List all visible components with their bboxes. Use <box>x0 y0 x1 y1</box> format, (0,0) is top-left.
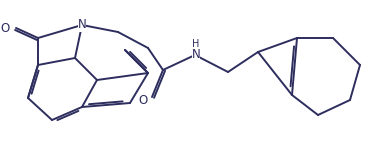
Text: O: O <box>139 93 148 106</box>
Text: N: N <box>78 19 86 32</box>
Text: H: H <box>192 39 200 49</box>
Text: N: N <box>192 49 200 62</box>
Text: O: O <box>1 22 10 34</box>
